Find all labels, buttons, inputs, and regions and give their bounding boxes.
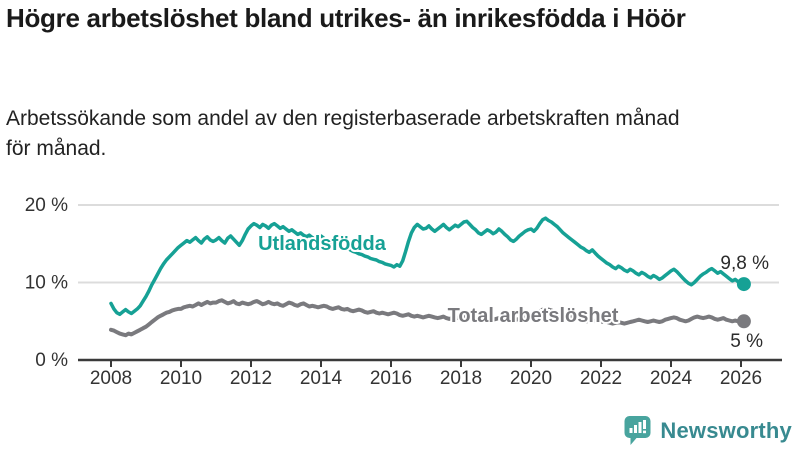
y-tick-label: 10 % (25, 273, 68, 294)
series-end-value-label-total-arbetsl-shet: 5 % (730, 331, 763, 352)
x-tick-label: 2016 (370, 368, 412, 389)
chart-title: Högre arbetslöshet bland utrikes- än inr… (6, 3, 686, 33)
brand-footer: Newsworthy (624, 416, 792, 445)
chart-subtitle: Arbetssökande som andel av den registerb… (6, 107, 680, 160)
logo-bar-chart-glyph (629, 420, 647, 434)
x-tick-label: 2026 (720, 368, 762, 389)
series-end-dot-total-arbetsl-shet (736, 314, 751, 329)
series-name-label-utlandsf-dda: Utlandsfödda (258, 233, 387, 255)
series-line-total-arbetsl-shet (109, 298, 746, 338)
logo-speech-bubble (624, 416, 651, 445)
x-tick-label: 2012 (230, 368, 272, 389)
series-end-dot-utlandsf-dda (736, 277, 751, 292)
x-tick-label: 2022 (580, 368, 622, 389)
x-tick-label: 2024 (650, 368, 693, 389)
series-end-value-label-utlandsf-dda: 9,8 % (720, 253, 769, 274)
x-tick-label: 2010 (160, 368, 202, 389)
x-tick-label: 2008 (90, 368, 132, 389)
series-name-label-total-arbetsl-shet: Total arbetslöshet (448, 305, 619, 327)
x-tick-label: 2018 (440, 368, 482, 389)
series-line-utlandsf-dda (109, 216, 746, 317)
x-tick-label: 2020 (510, 368, 552, 389)
y-tick-label: 0 % (35, 350, 68, 371)
newsworthy-logo-icon (624, 416, 651, 445)
brand-name: Newsworthy (660, 417, 792, 443)
y-tick-label: 20 % (25, 195, 68, 216)
x-tick-label: 2014 (300, 368, 343, 389)
